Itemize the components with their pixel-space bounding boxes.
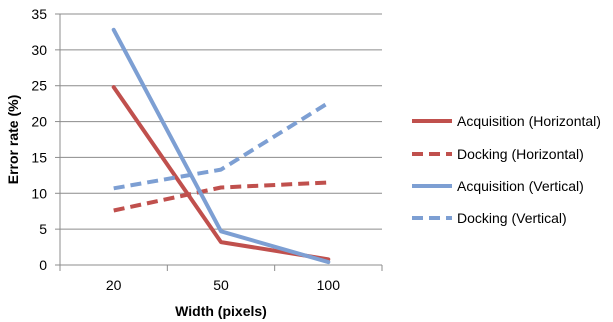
y-tick-label: 35	[31, 6, 47, 22]
legend-label: Acquisition (Vertical)	[457, 178, 584, 194]
y-tick-label: 15	[31, 149, 47, 165]
y-tick-label: 25	[31, 78, 47, 94]
axes	[55, 13, 383, 271]
x-tick-label: 50	[213, 277, 229, 293]
legend-label: Docking (Horizontal)	[457, 146, 584, 162]
series-line	[111, 85, 331, 262]
series-line	[111, 27, 331, 265]
x-tick-labels: 20 50 100	[106, 277, 340, 293]
y-tick-label: 30	[31, 42, 47, 58]
legend-label: Docking (Vertical)	[457, 210, 567, 226]
legend-label: Acquisition (Horizontal)	[457, 113, 601, 129]
y-tick-label: 0	[39, 257, 47, 273]
series-line	[113, 180, 329, 213]
x-tick-label: 100	[317, 277, 341, 293]
gridlines	[60, 13, 382, 230]
series-lines	[111, 27, 331, 265]
y-tick-label: 20	[31, 114, 47, 130]
y-tick-label: 5	[39, 221, 47, 237]
y-axis-title: Error rate (%)	[5, 95, 21, 184]
series-line	[113, 101, 330, 191]
x-tick-label: 20	[106, 277, 122, 293]
x-axis-title: Width (pixels)	[175, 303, 267, 319]
legend: Acquisition (Horizontal) Docking (Horizon…	[412, 113, 601, 226]
y-tick-labels: 0 5 10 15 20 25 30 35	[31, 6, 47, 273]
y-tick-label: 10	[31, 185, 47, 201]
